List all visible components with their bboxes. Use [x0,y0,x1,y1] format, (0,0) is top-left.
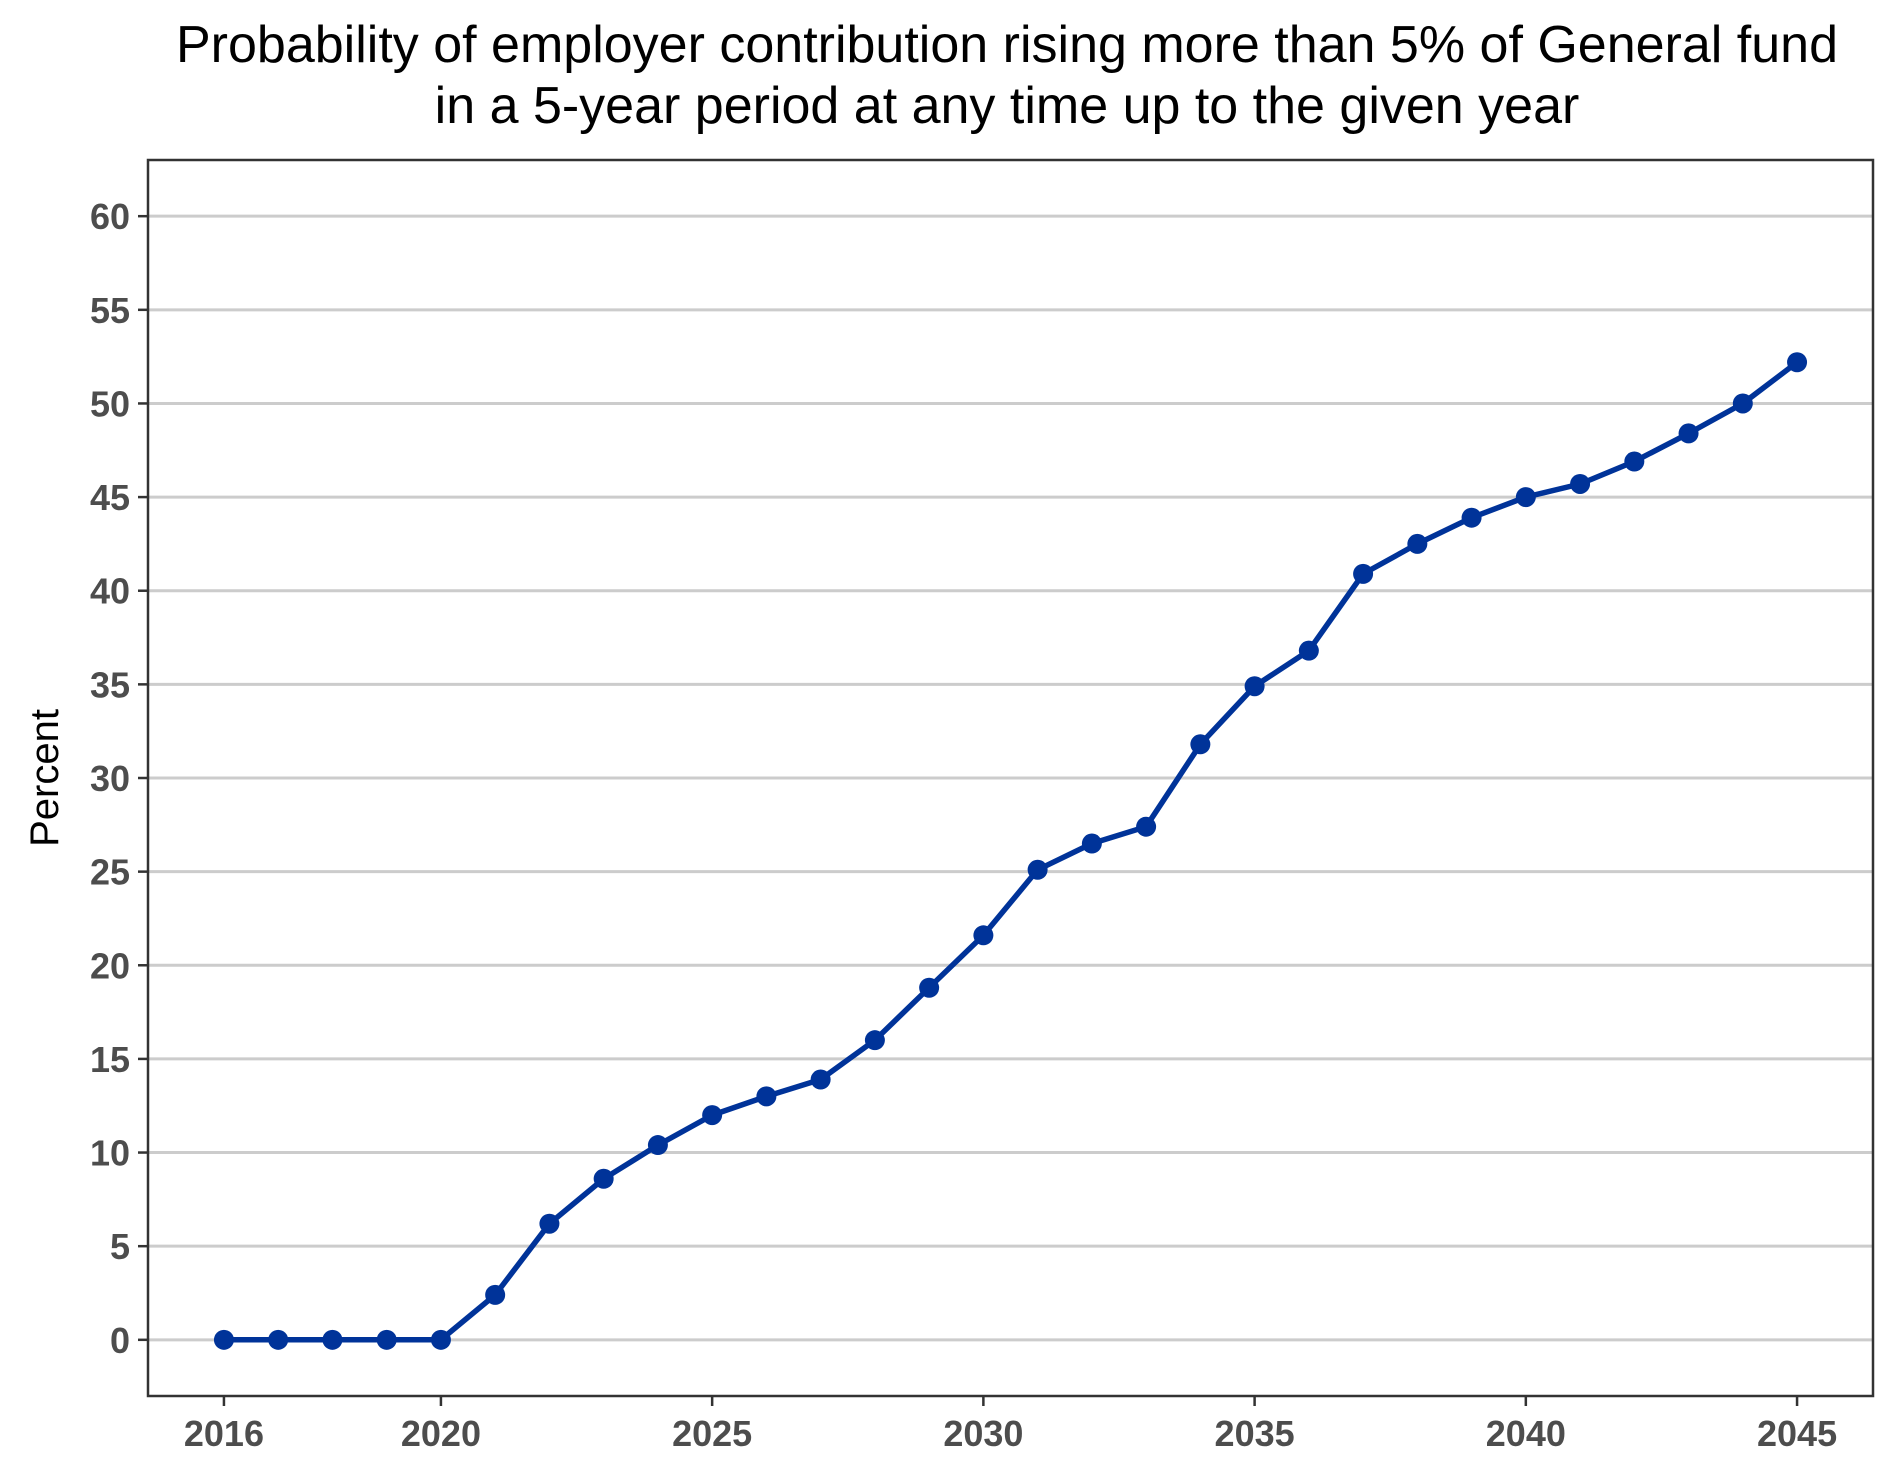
data-point [1298,640,1319,661]
data-point [1678,423,1699,444]
data-point [810,1069,831,1090]
data-point [1027,859,1048,880]
data-point [268,1329,289,1350]
x-tick-label: 2040 [1486,1413,1566,1454]
data-point [1624,451,1645,472]
y-tick-label: 0 [110,1320,130,1361]
data-point [1136,816,1157,837]
data-point [213,1329,234,1350]
data-point [1407,533,1428,554]
y-tick-label: 30 [90,758,130,799]
data-point [756,1086,777,1107]
data-point [1081,833,1102,854]
x-tick-label: 2016 [184,1413,264,1454]
data-point [1244,676,1265,697]
data-point [702,1105,723,1126]
y-tick-label: 35 [90,664,130,705]
x-tick-label: 2020 [401,1413,481,1454]
y-tick-label: 50 [90,383,130,424]
data-point [539,1213,560,1234]
data-point [593,1168,614,1189]
x-tick-label: 2025 [672,1413,752,1454]
x-tick-label: 2045 [1757,1413,1837,1454]
data-point [430,1329,451,1350]
y-tick-label: 15 [90,1039,130,1080]
data-point [1515,487,1536,508]
data-point [973,925,994,946]
y-tick-label: 55 [90,290,130,331]
data-point [1190,734,1211,755]
data-series [213,352,1808,1350]
chart-title-line-2: in a 5-year period at any time up to the… [435,77,1580,135]
data-point [376,1329,397,1350]
data-point [647,1135,668,1156]
data-point [864,1030,885,1051]
data-point [1787,352,1808,373]
y-tick-label: 20 [90,945,130,986]
x-tick-label: 2030 [943,1413,1023,1454]
gridlines [148,214,1873,1342]
y-tick-label: 10 [90,1133,130,1174]
data-point [322,1329,343,1350]
data-point [919,977,940,998]
plot-panel-border [146,158,1875,1398]
data-point [1461,507,1482,528]
y-tick-label: 60 [90,196,130,237]
data-point [1570,473,1591,494]
series-line [221,359,1800,1343]
chart-title-line-1: Probability of employer contribution ris… [176,16,1838,74]
y-tick-label: 40 [90,571,130,612]
data-point [1353,563,1374,584]
y-tick-label: 25 [90,852,130,893]
data-point [1732,393,1753,414]
data-point [485,1284,506,1305]
y-axis-label: Percent [23,709,67,847]
y-tick-label: 5 [110,1226,130,1267]
x-tick-label: 2035 [1215,1413,1295,1454]
y-tick-label: 45 [90,477,130,518]
